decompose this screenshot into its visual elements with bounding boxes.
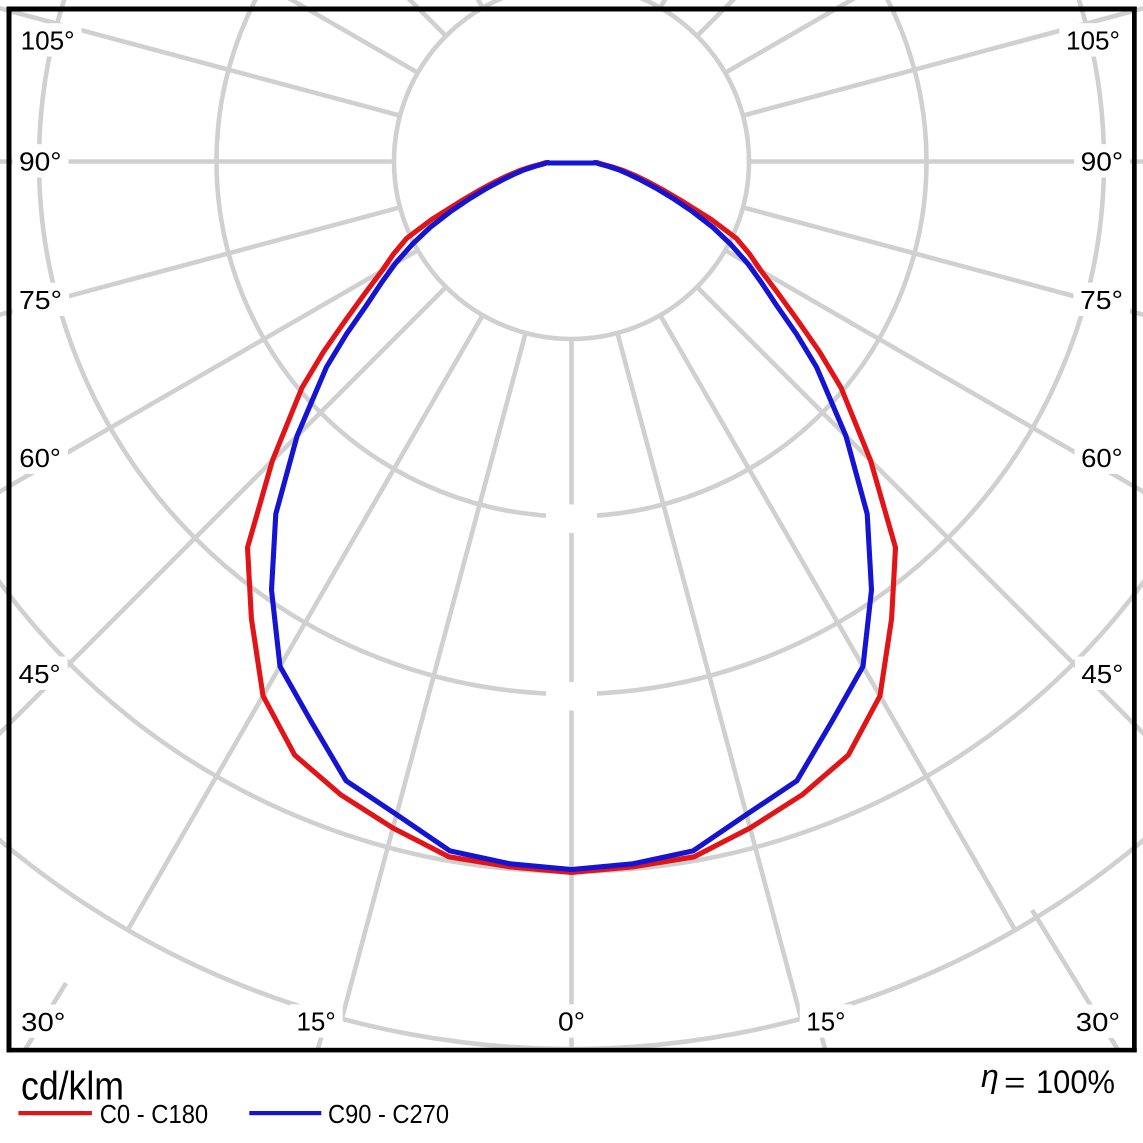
svg-text:100%: 100% [1036,1064,1115,1100]
svg-text:90°: 90° [1081,147,1124,177]
svg-text:30°: 30° [1076,1007,1120,1037]
svg-text:0°: 0° [558,1007,585,1037]
svg-text:105°: 105° [21,26,75,56]
svg-text:30°: 30° [21,1007,65,1037]
svg-text:C0 - C180: C0 - C180 [100,1101,209,1129]
svg-text:60°: 60° [19,443,61,473]
svg-text:105°: 105° [1066,26,1120,56]
svg-text:cd/klm: cd/klm [21,1064,124,1108]
svg-text:45°: 45° [1081,659,1123,689]
svg-text:75°: 75° [19,285,62,315]
svg-text:C90 - C270: C90 - C270 [328,1101,449,1129]
svg-text:=: = [1004,1067,1026,1100]
svg-text:15°: 15° [806,1007,845,1037]
svg-text:η: η [981,1058,999,1094]
svg-text:15°: 15° [297,1007,336,1037]
svg-text:75°: 75° [1080,285,1123,315]
svg-text:45°: 45° [19,659,61,689]
svg-text:90°: 90° [19,147,62,177]
svg-text:60°: 60° [1081,443,1123,473]
